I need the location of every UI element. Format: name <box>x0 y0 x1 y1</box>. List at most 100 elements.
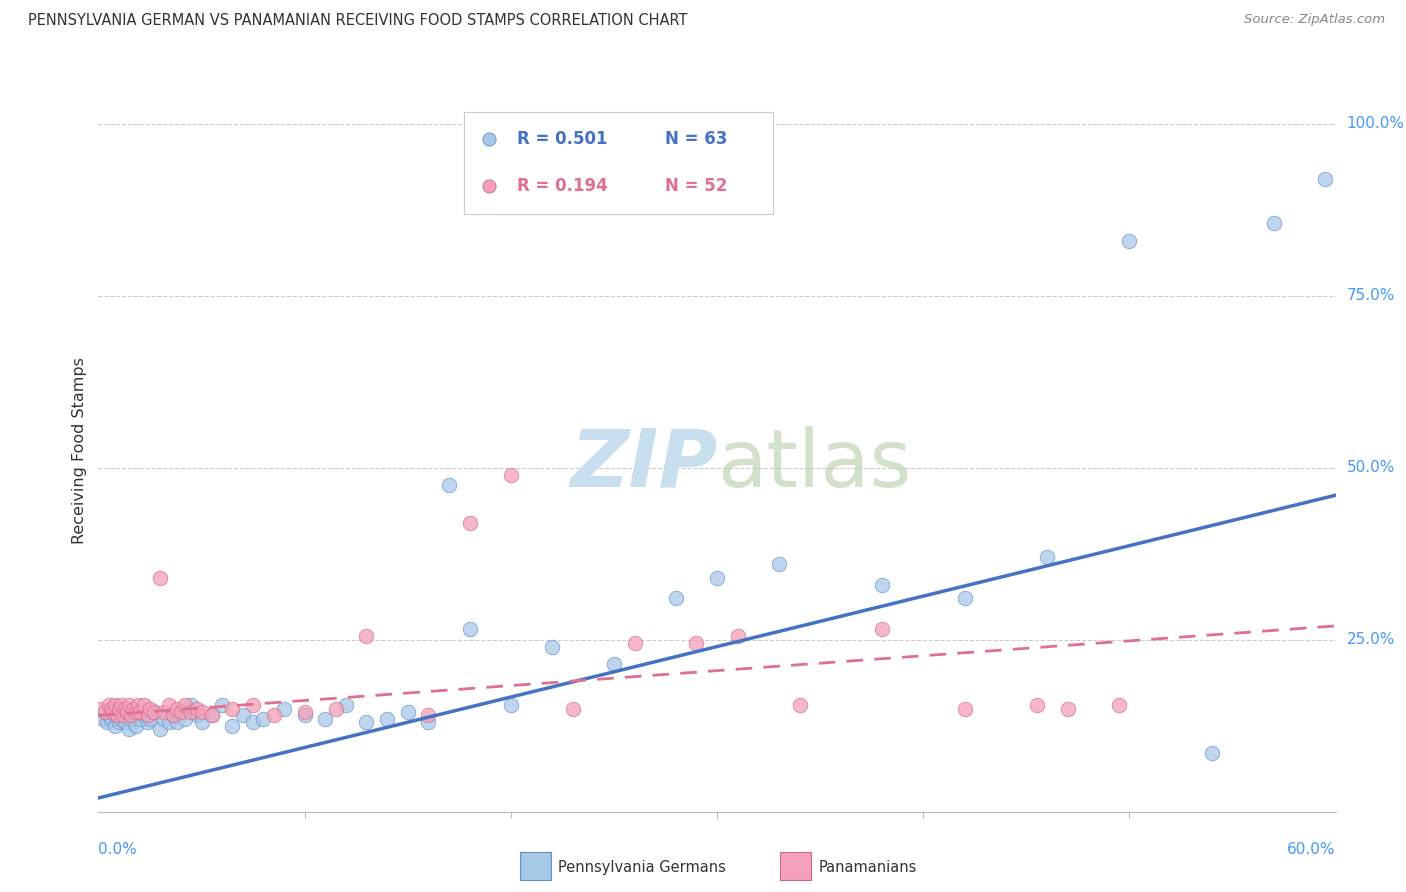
Text: 75.0%: 75.0% <box>1347 288 1395 303</box>
Text: Source: ZipAtlas.com: Source: ZipAtlas.com <box>1244 13 1385 27</box>
Point <box>108 701 131 715</box>
Point <box>232 708 254 723</box>
Point <box>136 715 159 730</box>
Point <box>101 705 124 719</box>
Point <box>242 715 264 730</box>
Point <box>128 712 150 726</box>
Point <box>132 708 155 723</box>
Point <box>242 698 264 712</box>
Point <box>104 719 127 733</box>
Text: 100.0%: 100.0% <box>1347 116 1405 131</box>
Text: ZIP: ZIP <box>569 425 717 504</box>
Point <box>153 705 176 719</box>
Point <box>201 708 224 723</box>
Point <box>101 705 124 719</box>
Point <box>314 712 336 726</box>
Point <box>325 701 347 715</box>
Point <box>117 705 139 719</box>
Point <box>112 708 135 723</box>
Point <box>97 698 120 712</box>
Point <box>143 705 166 719</box>
Point <box>623 636 645 650</box>
Point <box>1036 550 1059 565</box>
Point <box>96 715 118 730</box>
Point <box>127 705 149 719</box>
Point <box>1108 698 1130 712</box>
Point <box>112 708 135 723</box>
Point <box>180 698 202 712</box>
Text: N = 63: N = 63 <box>665 130 727 148</box>
Point <box>166 701 188 715</box>
Point <box>541 640 564 654</box>
Point <box>437 478 460 492</box>
Point <box>105 708 128 723</box>
Point <box>117 705 139 719</box>
Point <box>356 715 378 730</box>
Text: R = 0.194: R = 0.194 <box>516 178 607 195</box>
Point <box>89 701 111 715</box>
Point <box>953 701 976 715</box>
Point <box>174 712 197 726</box>
Point <box>294 708 316 723</box>
Point <box>335 698 357 712</box>
Point <box>157 715 180 730</box>
Point <box>104 701 127 715</box>
Point <box>294 705 316 719</box>
Point <box>170 705 193 719</box>
Point <box>105 708 128 723</box>
Point <box>221 701 243 715</box>
Text: 0.0%: 0.0% <box>98 842 138 857</box>
Text: N = 52: N = 52 <box>665 178 727 195</box>
Point <box>561 701 583 715</box>
Point <box>108 715 131 730</box>
Point <box>1025 698 1047 712</box>
Point <box>127 698 149 712</box>
Point <box>97 708 120 723</box>
Point <box>100 701 122 715</box>
Point <box>870 623 893 637</box>
Point <box>252 712 274 726</box>
Point <box>685 636 707 650</box>
Point <box>136 708 159 723</box>
Point <box>186 708 208 723</box>
Point <box>1315 171 1337 186</box>
Y-axis label: Receiving Food Stamps: Receiving Food Stamps <box>72 357 87 544</box>
Point <box>221 719 243 733</box>
Point <box>190 705 212 719</box>
Point <box>124 719 146 733</box>
Point <box>114 715 136 730</box>
Text: R = 0.501: R = 0.501 <box>516 130 607 148</box>
Point <box>108 705 131 719</box>
Point <box>418 708 440 723</box>
Point <box>166 715 188 730</box>
Point <box>157 698 180 712</box>
Point <box>180 705 202 719</box>
Point <box>1201 746 1223 760</box>
Point <box>110 712 132 726</box>
Text: 50.0%: 50.0% <box>1347 460 1395 475</box>
Point <box>396 705 419 719</box>
Point <box>1118 234 1140 248</box>
Point <box>93 705 115 719</box>
Point <box>1056 701 1078 715</box>
Point <box>789 698 811 712</box>
Point <box>174 698 197 712</box>
Point <box>603 657 626 671</box>
Text: atlas: atlas <box>717 425 911 504</box>
Point <box>162 708 184 723</box>
Point <box>149 571 172 585</box>
Point <box>122 708 145 723</box>
Point <box>356 629 378 643</box>
Point <box>91 712 114 726</box>
Point <box>122 701 145 715</box>
Point <box>478 179 501 194</box>
Text: PENNSYLVANIA GERMAN VS PANAMANIAN RECEIVING FOOD STAMPS CORRELATION CHART: PENNSYLVANIA GERMAN VS PANAMANIAN RECEIV… <box>28 13 688 29</box>
Point <box>120 708 142 723</box>
Point <box>118 698 141 712</box>
Point <box>149 722 172 736</box>
Point <box>418 715 440 730</box>
Text: Panamanians: Panamanians <box>818 860 917 874</box>
Point <box>186 701 208 715</box>
Point <box>139 701 162 715</box>
Point <box>706 571 728 585</box>
